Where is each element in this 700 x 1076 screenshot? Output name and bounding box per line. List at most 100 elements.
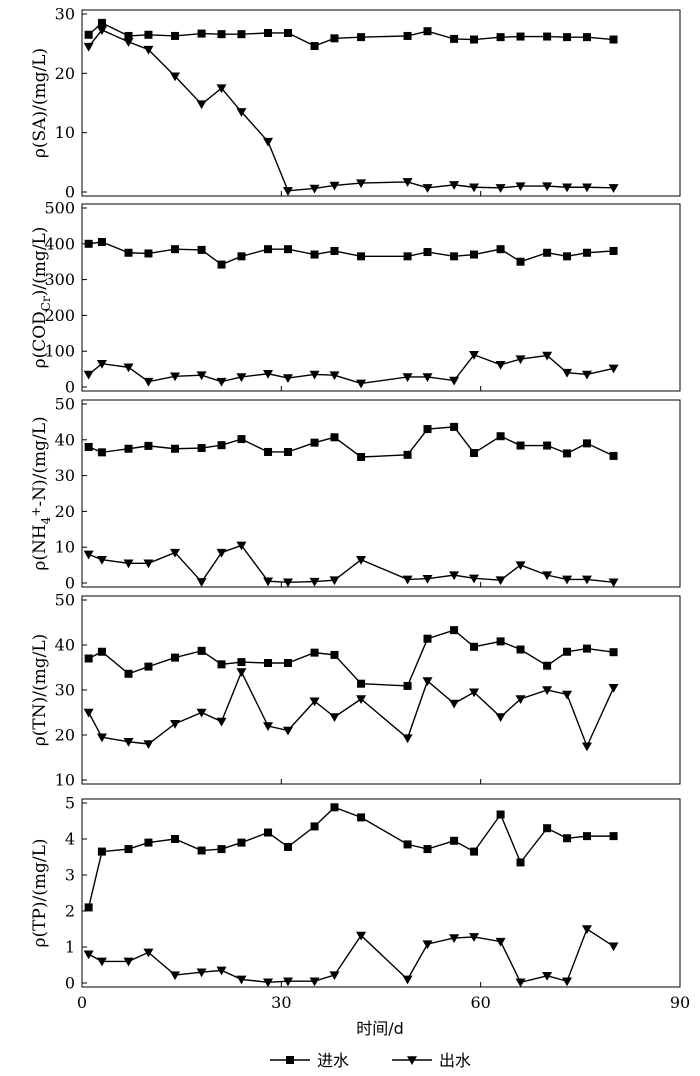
data-point: [282, 187, 293, 196]
data-point: [96, 957, 107, 967]
data-point: [217, 660, 226, 669]
data-point: [609, 648, 618, 657]
y-tick-label: 1: [65, 938, 75, 957]
data-point: [542, 182, 553, 192]
data-point: [581, 742, 592, 752]
data-point: [608, 578, 619, 588]
data-point: [216, 548, 227, 558]
data-point: [608, 942, 619, 952]
data-point: [282, 977, 293, 987]
data-point: [330, 803, 339, 812]
data-point: [263, 370, 274, 379]
series-influent: [84, 803, 618, 912]
x-tick-label: 60: [470, 993, 490, 1012]
data-point: [543, 661, 552, 670]
data-point: [449, 181, 460, 190]
data-point: [581, 575, 592, 585]
y-tick-label: 0: [65, 974, 75, 993]
data-point: [216, 717, 227, 727]
data-point: [450, 252, 459, 261]
data-point: [96, 733, 107, 743]
data-point: [83, 708, 94, 718]
data-point: [609, 35, 618, 44]
data-point: [143, 377, 154, 387]
data-point: [124, 31, 133, 40]
data-point: [496, 245, 505, 254]
data-point: [495, 361, 506, 370]
data-point: [403, 31, 412, 40]
data-point: [496, 432, 505, 441]
data-point: [357, 679, 366, 688]
panel-5: 0 1 2 3 4 5 ρ(TP)/(mg/L): [30, 794, 681, 993]
data-point: [171, 444, 180, 453]
data-point: [469, 688, 480, 698]
data-point: [96, 555, 107, 565]
data-point: [516, 645, 525, 654]
data-point: [96, 26, 107, 36]
data-point: [562, 183, 573, 193]
data-point: [582, 33, 591, 42]
data-point: [144, 662, 153, 671]
y-axis-label: ρ(CODCr)/(mg/L): [30, 227, 53, 369]
data-point: [422, 184, 433, 193]
data-point: [469, 933, 480, 942]
data-point: [236, 668, 247, 677]
data-point: [263, 978, 274, 988]
data-point: [236, 373, 247, 382]
y-tick-label: 20: [55, 64, 75, 83]
data-point: [423, 248, 432, 257]
data-point: [84, 654, 93, 663]
data-point: [170, 372, 181, 382]
data-point: [143, 559, 154, 569]
y-tick-label: 3: [65, 866, 75, 885]
data-point: [470, 35, 479, 44]
y-tick-label: 40: [55, 430, 75, 449]
data-point: [263, 137, 274, 147]
y-tick-label: 40: [55, 636, 75, 655]
series-line: [88, 629, 614, 687]
data-point: [282, 578, 293, 588]
data-point: [329, 181, 340, 191]
data-point: [236, 108, 247, 117]
data-point: [237, 435, 246, 444]
series-influent: [84, 18, 618, 51]
data-point: [309, 977, 320, 987]
y-axis-label: ρ(TP)/(mg/L): [30, 838, 50, 947]
data-point: [563, 834, 572, 843]
data-point: [609, 832, 618, 841]
data-point: [84, 239, 93, 248]
data-point: [83, 950, 94, 960]
data-point: [496, 637, 505, 646]
y-tick-label: 30: [55, 466, 75, 485]
data-point: [83, 550, 94, 560]
data-point: [403, 252, 412, 261]
x-axis-label: 时间/d: [356, 1019, 404, 1038]
data-point: [84, 30, 93, 39]
y-tick-label: 50: [55, 591, 75, 610]
data-point: [423, 27, 432, 36]
data-point: [469, 183, 480, 193]
y-axis-label: ρ(TN)/(mg/L): [30, 634, 50, 746]
data-point: [124, 248, 133, 257]
series-line: [87, 806, 614, 908]
y-tick-label: 20: [55, 726, 75, 745]
data-point: [83, 370, 94, 380]
data-point: [423, 634, 432, 643]
series-line: [88, 927, 614, 984]
series-line: [88, 241, 614, 266]
data-point: [124, 669, 133, 678]
data-point: [449, 699, 460, 709]
data-point: [450, 34, 459, 43]
data-point: [495, 576, 506, 586]
series-line: [88, 29, 614, 192]
y-tick-label: 0: [65, 574, 75, 593]
data-point: [515, 182, 526, 192]
panel-4: 10 20 30 40 50 ρ(TN)/(mg/L): [30, 591, 681, 790]
data-point: [310, 42, 319, 51]
series-effluent: [83, 351, 619, 389]
data-point: [83, 42, 94, 52]
series-effluent: [83, 541, 619, 588]
legend: 进水 出水: [270, 1051, 471, 1070]
data-point: [282, 374, 293, 384]
data-point: [543, 441, 552, 450]
